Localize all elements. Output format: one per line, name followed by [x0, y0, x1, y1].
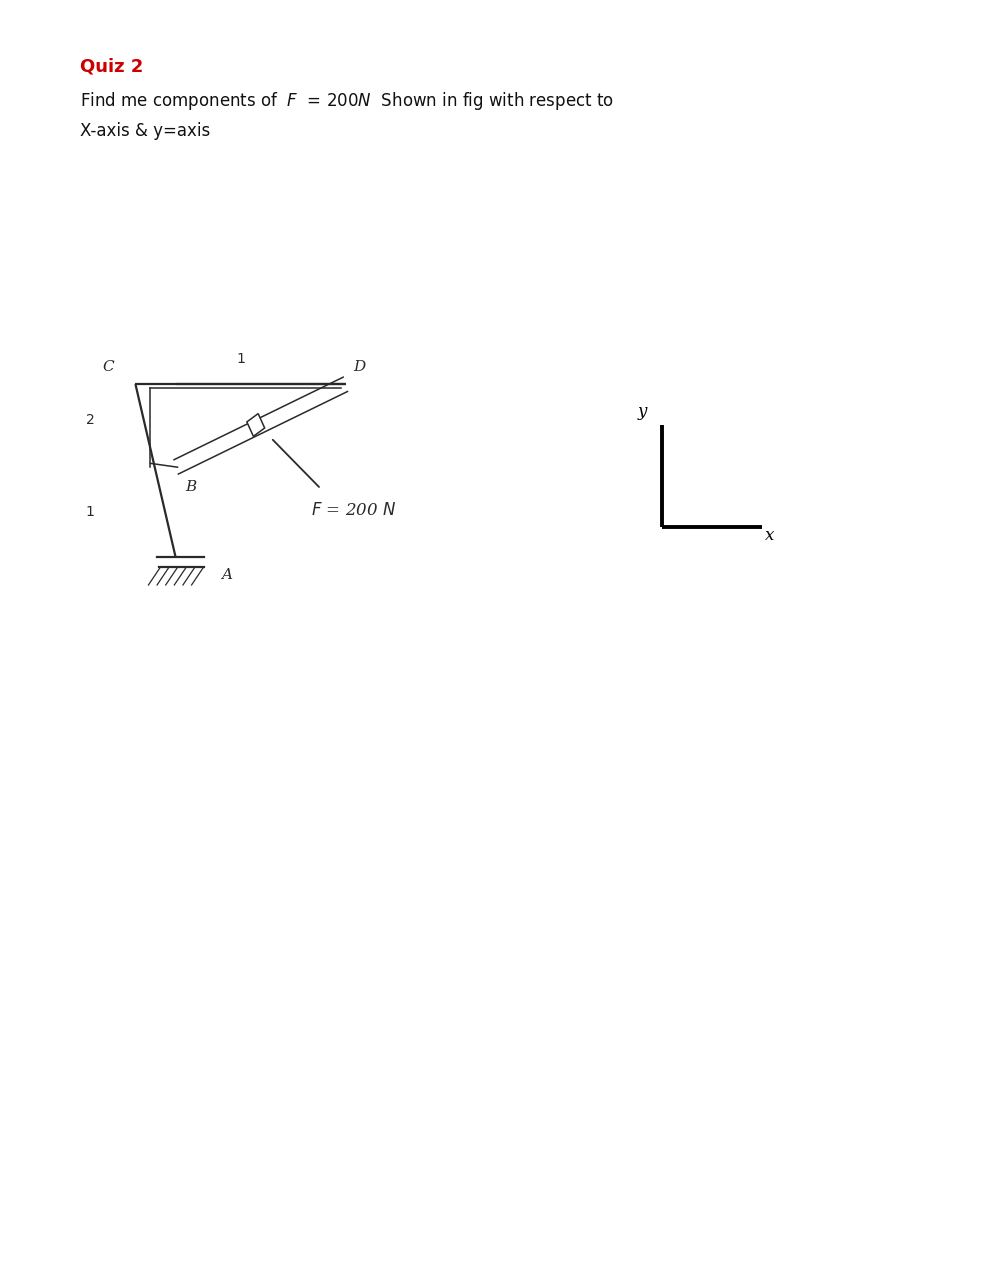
Text: Find me components of  $F$  = 200$N$  Shown in fig with respect to: Find me components of $F$ = 200$N$ Shown… — [80, 90, 613, 111]
Text: C: C — [102, 360, 114, 374]
Text: A: A — [220, 568, 231, 582]
Text: D: D — [353, 360, 365, 374]
Polygon shape — [246, 413, 265, 436]
Text: 2: 2 — [86, 413, 94, 426]
Text: y: y — [637, 403, 646, 420]
Text: Quiz 2: Quiz 2 — [80, 58, 143, 76]
Text: B: B — [185, 480, 196, 494]
Text: $F$ = 200 $N$: $F$ = 200 $N$ — [311, 502, 396, 518]
Text: X-axis & y=axis: X-axis & y=axis — [80, 122, 210, 140]
Text: 1: 1 — [86, 506, 94, 518]
Text: 1: 1 — [236, 352, 244, 366]
Text: x: x — [765, 526, 774, 544]
